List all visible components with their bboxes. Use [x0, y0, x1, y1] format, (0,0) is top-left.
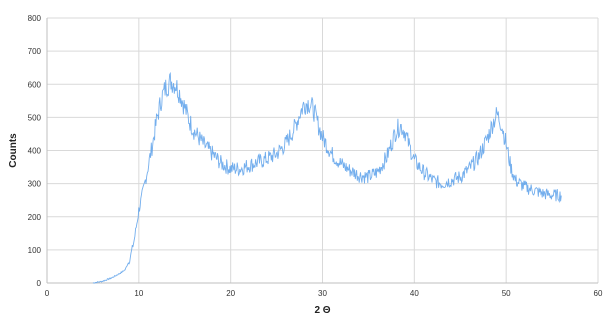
grid: [47, 17, 599, 283]
x-axis-title: 2 Θ: [314, 305, 330, 316]
x-tick-label: 40: [410, 289, 419, 298]
y-tick-label: 700: [28, 47, 42, 56]
x-tick-label: 20: [226, 289, 235, 298]
y-tick-label: 200: [28, 213, 42, 222]
x-tick-label: 30: [318, 289, 327, 298]
y-tick-label: 400: [28, 147, 42, 156]
y-tick-label: 600: [28, 80, 42, 89]
y-tick-label: 800: [28, 14, 42, 23]
x-tick-label: 10: [134, 289, 143, 298]
axes: [46, 18, 598, 284]
x-tick-label: 50: [502, 289, 511, 298]
tick-labels: 0 100 200 300 400 500 600 700 800 0 10 20 30 40 50 60: [28, 14, 603, 298]
y-tick-label: 500: [28, 113, 42, 122]
x-tick-label: 0: [45, 289, 50, 298]
data-series-line: [92, 71, 562, 284]
y-tick-label: 0: [37, 279, 42, 288]
y-axis-title: Counts: [8, 133, 19, 168]
y-tick-label: 300: [28, 180, 42, 189]
y-tick-label: 100: [28, 246, 42, 255]
x-tick-label: 60: [594, 289, 603, 298]
series-layer: [92, 71, 562, 284]
